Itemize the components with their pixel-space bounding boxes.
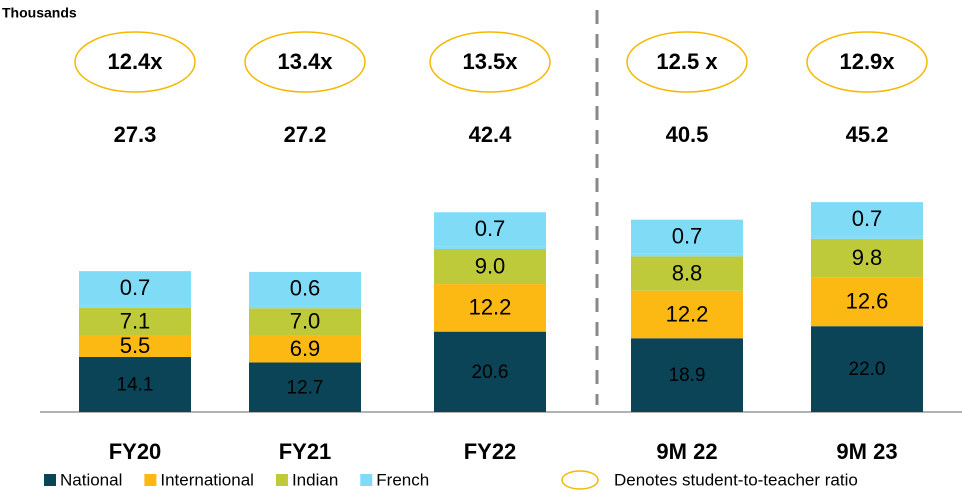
value-label: 22.0	[849, 359, 886, 380]
value-label: 0.7	[672, 223, 703, 248]
value-label: 14.1	[117, 375, 154, 396]
label-box	[249, 271, 361, 306]
value-label: 0.6	[290, 276, 321, 301]
legend-label: French	[376, 470, 429, 489]
value-label: 0.7	[475, 216, 506, 241]
ratio-ellipse	[626, 31, 748, 93]
total-label: 45.2	[846, 122, 889, 147]
bar-segment	[249, 308, 361, 336]
x-tick-label: 9M 22	[656, 439, 717, 464]
value-label: 0.7	[852, 206, 883, 231]
bar-segment	[79, 357, 191, 412]
bar-segment	[434, 248, 546, 285]
bar-segment	[811, 238, 923, 278]
value-label: 6.9	[290, 336, 321, 361]
ratio-label: 12.4x	[107, 49, 163, 74]
value-label: 7.1	[120, 309, 151, 334]
bar-segment	[434, 246, 546, 249]
value-label: 20.6	[472, 362, 509, 383]
bar-segment	[434, 284, 546, 332]
label-box	[79, 271, 191, 306]
legend-label: National	[60, 470, 122, 489]
ratio-ellipse	[244, 31, 366, 93]
total-label: 27.2	[284, 122, 327, 147]
x-tick-label: FY21	[279, 439, 332, 464]
bar-segment	[79, 335, 191, 358]
bar-segment	[79, 307, 191, 336]
value-label: 12.2	[469, 295, 512, 320]
x-tick-label: 9M 23	[836, 439, 897, 464]
ratio-label: 13.4x	[277, 49, 333, 74]
legend-swatch	[144, 474, 157, 486]
value-label: 8.8	[672, 260, 703, 285]
value-label: 9.8	[852, 245, 883, 270]
legend-swatch	[360, 474, 373, 486]
label-box	[434, 212, 546, 247]
x-tick-label: FY20	[109, 439, 162, 464]
legend-swatch	[275, 474, 288, 486]
legend-ratio-note: Denotes student-to-teacher ratio	[614, 470, 858, 489]
legend-swatch	[44, 474, 56, 486]
bar-segment	[249, 305, 361, 309]
unit-label: Thousands	[2, 5, 77, 21]
ratio-label: 13.5x	[462, 49, 518, 74]
legend-label: International	[160, 470, 254, 489]
bar-segment	[811, 277, 923, 327]
value-label: 7.0	[290, 309, 321, 334]
bar-segment	[631, 253, 743, 257]
bar-segment	[249, 362, 361, 412]
bar-segment	[631, 256, 743, 291]
bar-segment	[811, 236, 923, 239]
bar-segment	[631, 290, 743, 339]
bar-segment	[79, 305, 191, 308]
bar-segment	[249, 335, 361, 363]
value-label: 18.9	[669, 365, 706, 386]
bar-segment	[811, 326, 923, 412]
label-box	[631, 219, 743, 254]
total-label: 40.5	[666, 122, 709, 147]
label-box	[811, 202, 923, 237]
ratio-ellipse	[429, 31, 551, 93]
value-label: 5.5	[120, 333, 151, 358]
value-label: 12.7	[287, 377, 324, 398]
ratio-label: 12.9x	[839, 49, 895, 74]
total-label: 27.3	[114, 122, 157, 147]
ratio-ellipse	[74, 31, 196, 93]
legend-ratio-ellipse	[561, 470, 599, 490]
x-tick-label: FY22	[464, 439, 517, 464]
ratio-ellipse	[806, 31, 928, 93]
bar-segment	[631, 338, 743, 412]
value-label: 12.6	[846, 288, 889, 313]
legend-label: Indian	[292, 470, 338, 489]
total-label: 42.4	[469, 122, 513, 147]
value-label: 12.2	[666, 301, 709, 326]
value-label: 9.0	[475, 253, 506, 278]
ratio-label: 12.5 x	[656, 49, 718, 74]
bar-segment	[434, 331, 546, 412]
value-label: 0.7	[120, 275, 151, 300]
